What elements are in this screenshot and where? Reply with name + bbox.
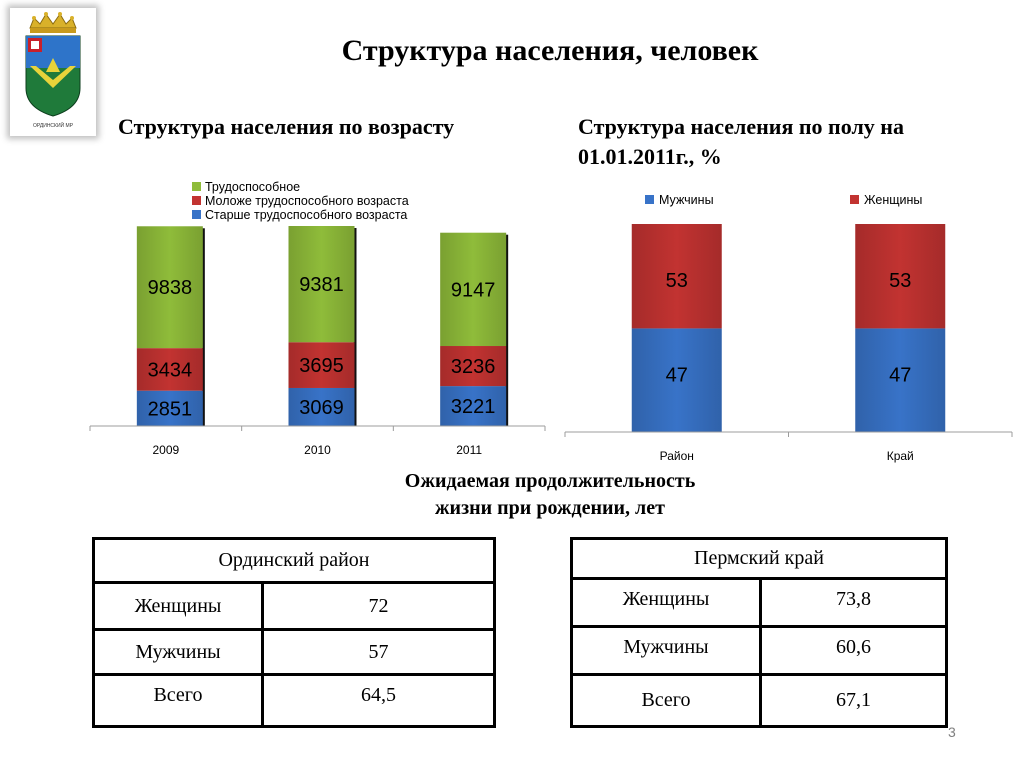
bar-segment <box>288 226 355 343</box>
x-tick-label: Район <box>660 449 694 463</box>
x-tick-label: 2009 <box>152 443 179 457</box>
data-label: 3695 <box>299 355 344 377</box>
data-label: 3069 <box>299 397 344 419</box>
data-label: 3236 <box>451 356 496 378</box>
row-label: Женщины <box>570 577 762 628</box>
bar-segment <box>631 224 722 329</box>
life-expectancy-title: Ожидаемая продолжительность жизни при ро… <box>300 468 800 522</box>
gender-chart-title: Структура населения по полу на 01.01.201… <box>578 114 904 169</box>
row-value: 64,5 <box>261 673 496 728</box>
data-label: 3434 <box>148 359 193 381</box>
coat-of-arms-logo: ОРДИНСКИЙ МР <box>10 8 96 136</box>
data-label: 47 <box>889 365 911 387</box>
page-number: 3 <box>948 724 956 740</box>
legend-label: Мужчины <box>659 193 714 207</box>
bar-segment <box>288 342 355 388</box>
legend-swatch <box>645 195 654 204</box>
bar-segment <box>136 226 203 349</box>
legend-swatch <box>192 182 201 191</box>
ordinsky-district-table: Ординский район Женщины 72 Мужчины 57 Вс… <box>92 537 496 728</box>
x-tick-label: 2011 <box>456 443 482 457</box>
legend-swatch <box>192 196 201 205</box>
age-chart-title: Структура населения по возрасту <box>118 114 455 139</box>
row-label: Мужчины <box>92 628 264 676</box>
row-value: 72 <box>261 581 496 631</box>
row-value: 73,8 <box>759 577 948 628</box>
bar-segment <box>136 390 203 426</box>
legend-swatch <box>192 210 201 219</box>
life-expectancy-title-line1: Ожидаемая продолжительность <box>404 470 696 492</box>
legend-label: Трудоспособное <box>205 180 300 194</box>
gender-structure-chart: Мужчины Женщины 47 53 47 53 Район Край <box>564 193 1013 463</box>
data-label: 53 <box>666 270 688 292</box>
row-value: 60,6 <box>759 625 948 676</box>
legend-label: Моложе трудоспособного возраста <box>205 194 409 208</box>
perm-krai-table: Пермский край Женщины 73,8 Мужчины 60,6 … <box>570 537 948 728</box>
bar-segment <box>855 224 946 329</box>
bar-segment <box>855 328 946 421</box>
data-label: 9147 <box>451 279 496 301</box>
bar-shadow <box>505 234 509 426</box>
legend-swatch <box>850 195 859 204</box>
logo-caption: ОРДИНСКИЙ МР <box>32 123 74 129</box>
page-title: Структура населения, человек <box>341 34 759 67</box>
legend-label: Женщины <box>864 193 922 207</box>
row-value: 67,1 <box>759 673 948 728</box>
bar-base <box>855 421 946 432</box>
data-label: 47 <box>666 365 688 387</box>
bar-segment <box>288 387 355 426</box>
x-tick-label: Край <box>887 449 914 463</box>
x-tick-label: 2010 <box>304 443 331 457</box>
table-header: Пермский край <box>570 537 948 580</box>
life-expectancy-title-line2: жизни при рождении, лет <box>435 497 665 519</box>
bar-segment <box>440 232 507 347</box>
row-value: 57 <box>261 628 496 676</box>
table-header: Ординский район <box>92 537 496 584</box>
data-label: 53 <box>889 270 911 292</box>
bar-segment <box>440 386 507 426</box>
data-label: 3221 <box>451 396 496 418</box>
bar-shadow <box>353 228 357 426</box>
bar-segment <box>136 348 203 391</box>
bar-shadow <box>201 228 205 426</box>
row-label: Всего <box>570 673 762 728</box>
data-label: 9381 <box>299 274 344 296</box>
bar-base <box>631 421 722 432</box>
bar-segment <box>631 328 722 421</box>
data-label: 9838 <box>148 277 193 299</box>
legend-label: Старше трудоспособного возраста <box>205 208 407 222</box>
row-label: Всего <box>92 673 264 728</box>
coat-of-arms-icon <box>25 12 81 117</box>
bar-segment <box>440 346 507 387</box>
row-label: Мужчины <box>570 625 762 676</box>
data-label: 2851 <box>148 398 193 420</box>
row-label: Женщины <box>92 581 264 631</box>
